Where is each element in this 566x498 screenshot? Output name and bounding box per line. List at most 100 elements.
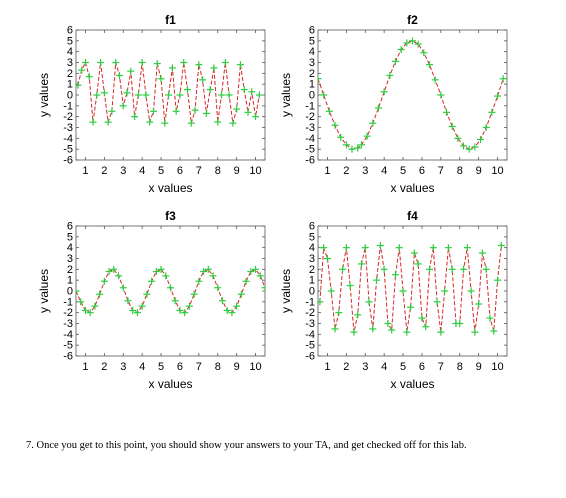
y-axis-label: y values (279, 73, 293, 117)
data-point (143, 290, 151, 298)
data-point (443, 108, 451, 116)
data-point (320, 91, 328, 99)
data-point (162, 272, 170, 280)
data-point (195, 277, 203, 285)
data-point (171, 297, 179, 305)
data-point (110, 265, 118, 273)
y-tick-label: 4 (309, 242, 315, 254)
data-point (422, 323, 430, 331)
data-point (127, 67, 135, 75)
y-tick-label: -3 (305, 122, 315, 134)
data-point (214, 118, 222, 126)
data-point (397, 46, 405, 53)
data-point (176, 91, 184, 99)
data-point (354, 311, 362, 319)
data-point (77, 298, 85, 306)
data-point (167, 284, 174, 292)
y-tick-label: 0 (309, 286, 315, 298)
data-point (86, 309, 94, 317)
y-tick-label: 2 (67, 264, 73, 276)
data-point (337, 133, 345, 141)
y-tick-label: -5 (63, 340, 73, 352)
data-point (426, 61, 434, 69)
data-point (206, 86, 214, 94)
y-tick-label: 3 (67, 57, 73, 69)
data-point (475, 300, 483, 308)
x-tick-label: 1 (82, 361, 88, 373)
data-point (187, 119, 195, 127)
data-point (331, 325, 339, 333)
data-point (153, 60, 161, 68)
x-tick-label: 8 (457, 165, 463, 177)
data-point (237, 290, 245, 298)
data-point (448, 122, 456, 130)
data-point (460, 265, 468, 273)
data-point (124, 297, 132, 305)
y-tick-label: 5 (309, 231, 315, 243)
data-point (176, 307, 184, 314)
y-tick-label: 4 (309, 46, 315, 58)
data-point (204, 265, 212, 273)
data-point (81, 307, 89, 314)
data-point (190, 290, 198, 298)
x-axis-label: x values (390, 377, 434, 391)
x-tick-label: 8 (215, 361, 221, 373)
y-tick-label: 0 (309, 90, 315, 102)
data-point (78, 66, 86, 74)
data-point (93, 91, 101, 99)
data-point (373, 276, 381, 284)
plot-area (318, 242, 505, 336)
data-point (477, 135, 485, 143)
data-point (323, 255, 331, 262)
data-point (460, 142, 468, 150)
data-point (225, 91, 233, 99)
y-tick-label: -6 (305, 155, 315, 167)
data-point (252, 113, 260, 121)
y-tick-label: 0 (67, 286, 73, 298)
data-point (119, 102, 127, 110)
data-point (100, 277, 108, 285)
y-tick-label: -5 (305, 144, 315, 156)
x-tick-label: 2 (101, 361, 107, 373)
y-tick-label: -6 (63, 155, 73, 167)
data-point (327, 287, 335, 295)
data-point (403, 39, 411, 47)
data-point (76, 81, 82, 89)
axes-box (317, 29, 508, 161)
data-point (471, 328, 479, 336)
data-point (335, 309, 343, 317)
data-point (240, 86, 248, 94)
y-tick-label: 2 (309, 68, 315, 80)
data-point (105, 268, 113, 275)
data-point (252, 265, 260, 273)
data-point (223, 307, 231, 314)
data-point (221, 59, 229, 66)
x-tick-label: 10 (491, 165, 503, 177)
data-point (209, 272, 217, 280)
data-point (380, 88, 388, 96)
data-point (134, 91, 142, 99)
data-point (85, 73, 93, 81)
data-point (482, 265, 490, 273)
x-tick-label: 1 (82, 165, 88, 177)
y-tick-label: -6 (63, 351, 73, 363)
data-point (108, 107, 116, 115)
data-point (76, 287, 80, 295)
y-tick-label: 6 (67, 25, 73, 37)
plot-area (76, 59, 263, 127)
y-tick-label: 3 (309, 253, 315, 265)
x-tick-label: 4 (139, 165, 145, 177)
data-point (348, 145, 356, 153)
data-point (214, 284, 222, 292)
data-point (218, 91, 226, 99)
data-point (357, 260, 365, 268)
y-tick-label: -3 (63, 122, 73, 134)
y-tick-label: -3 (63, 318, 73, 330)
data-point (346, 282, 354, 290)
data-point (386, 72, 394, 79)
data-point (410, 249, 418, 257)
y-tick-label: 3 (67, 253, 73, 265)
data-point (318, 75, 322, 83)
